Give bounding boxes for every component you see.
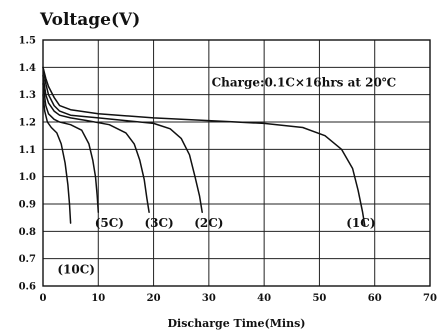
series-lines (42, 66, 366, 227)
series-label-5c: (5C) (95, 216, 124, 230)
y-tick-labels: 0.6 0.7 0.8 0.9 1.0 1.1 1.2 1.3 1.4 1.5 (19, 36, 36, 293)
y-tick-label: 0.8 (19, 227, 36, 238)
y-tick-label: 1.2 (19, 118, 36, 129)
y-tick-label: 1.1 (19, 145, 36, 156)
y-tick-label: 0.9 (19, 200, 36, 211)
series-line-1c (42, 66, 366, 227)
series-labels: (1C) (2C) (3C) (5C) (10C) (57, 216, 375, 276)
series-line-10c (42, 93, 72, 224)
x-tick-label: 30 (202, 293, 216, 304)
x-axis-label: Discharge Time(Mins) (167, 317, 305, 330)
series-label-1c: (1C) (346, 216, 375, 230)
x-tick-label: 20 (147, 293, 161, 304)
series-line-5c (42, 82, 100, 213)
series-label-2c: (2C) (194, 216, 223, 230)
y-tick-label: 0.6 (19, 282, 36, 293)
x-tick-labels: 0 10 20 30 40 50 60 70 (40, 293, 437, 304)
y-tick-label: 0.7 (19, 254, 36, 265)
series-label-3c: (3C) (144, 216, 173, 230)
y-tick-label: 1.0 (19, 172, 36, 183)
series-line-3c (42, 74, 150, 213)
chart-title: Voltage(V) (39, 10, 140, 30)
y-tick-label: 1.4 (19, 63, 36, 74)
y-tick-label: 1.3 (19, 90, 36, 101)
series-line-2c (42, 66, 203, 213)
x-tick-label: 60 (368, 293, 382, 304)
x-tick-label: 50 (312, 293, 326, 304)
x-tick-label: 10 (91, 293, 105, 304)
plot-frame (42, 39, 431, 287)
x-tick-label: 40 (257, 293, 271, 304)
x-tick-label: 0 (40, 293, 47, 304)
charge-annotation: Charge:0.1C×16hrs at 20℃ (212, 75, 397, 89)
series-label-10c: (10C) (57, 263, 95, 277)
x-tick-label: 70 (423, 293, 437, 304)
y-tick-label: 1.5 (19, 36, 36, 47)
